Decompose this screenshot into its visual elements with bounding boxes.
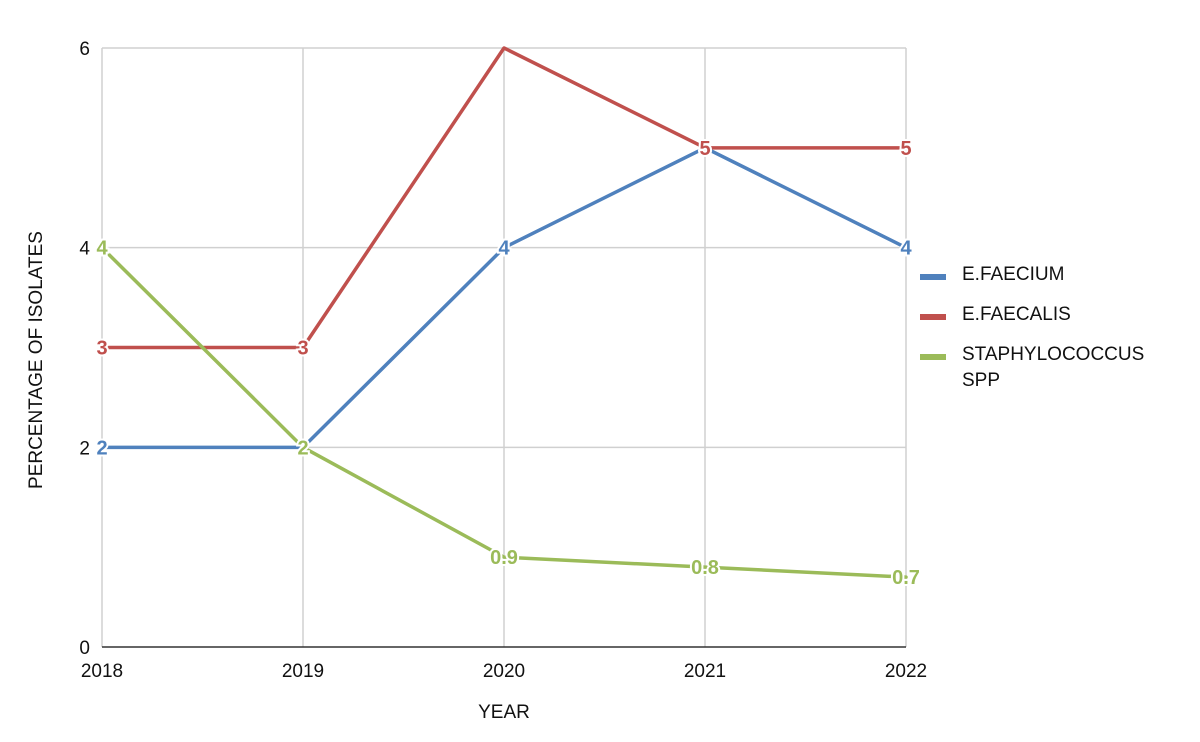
data-label: 2 bbox=[297, 437, 308, 459]
data-label: 0.7 bbox=[892, 567, 920, 589]
y-tick-label: 0 bbox=[79, 638, 90, 659]
x-axis-title: YEAR bbox=[478, 702, 530, 723]
y-tick-label: 6 bbox=[79, 39, 90, 60]
tick-labels: 0 2 4 6 2018 2019 2020 2021 2022 bbox=[79, 39, 927, 682]
data-labels: 2 4 4 3 3 5 5 4 2 0.9 0.8 0.7 bbox=[94, 136, 921, 591]
y-tick-label: 2 bbox=[79, 438, 90, 459]
y-axis-title: PERCENTAGE OF ISOLATES bbox=[26, 231, 47, 489]
series-line-1 bbox=[100, 146, 908, 450]
x-tick-label: 2018 bbox=[81, 661, 123, 682]
legend-swatch bbox=[920, 314, 946, 320]
legend-label: STAPHYLOCOCCUS SPP bbox=[962, 344, 1145, 391]
data-label: 5 bbox=[900, 138, 911, 160]
legend-item: STAPHYLOCOCCUS SPP bbox=[920, 342, 1180, 394]
data-label: 0.8 bbox=[691, 557, 719, 579]
x-tick-label: 2019 bbox=[282, 661, 324, 682]
data-label: 3 bbox=[96, 338, 107, 360]
data-label: 5 bbox=[699, 138, 710, 160]
legend-item: E.FAECALIS bbox=[920, 302, 1180, 328]
x-tick-label: 2021 bbox=[684, 661, 726, 682]
data-label: 2 bbox=[96, 437, 107, 459]
legend-label: E.FAECALIS bbox=[962, 304, 1071, 325]
x-tick-label: 2022 bbox=[885, 661, 927, 682]
series-line-2 bbox=[100, 46, 908, 350]
data-label: 4 bbox=[498, 238, 510, 260]
series-line-3 bbox=[100, 245, 908, 579]
legend-swatch bbox=[920, 274, 946, 280]
data-label: 3 bbox=[297, 338, 308, 360]
data-label: 4 bbox=[900, 238, 912, 260]
data-label: 4 bbox=[96, 238, 108, 260]
series-lines bbox=[100, 46, 908, 579]
x-tick-label: 2020 bbox=[483, 661, 525, 682]
y-tick-label: 4 bbox=[79, 239, 90, 260]
data-label: 0.9 bbox=[490, 547, 518, 569]
legend-label: E.FAECIUM bbox=[962, 264, 1065, 285]
legend: E.FAECIUM E.FAECALIS STAPHYLOCOCCUS SPP bbox=[920, 262, 1180, 408]
legend-swatch bbox=[920, 354, 946, 360]
legend-item: E.FAECIUM bbox=[920, 262, 1180, 288]
